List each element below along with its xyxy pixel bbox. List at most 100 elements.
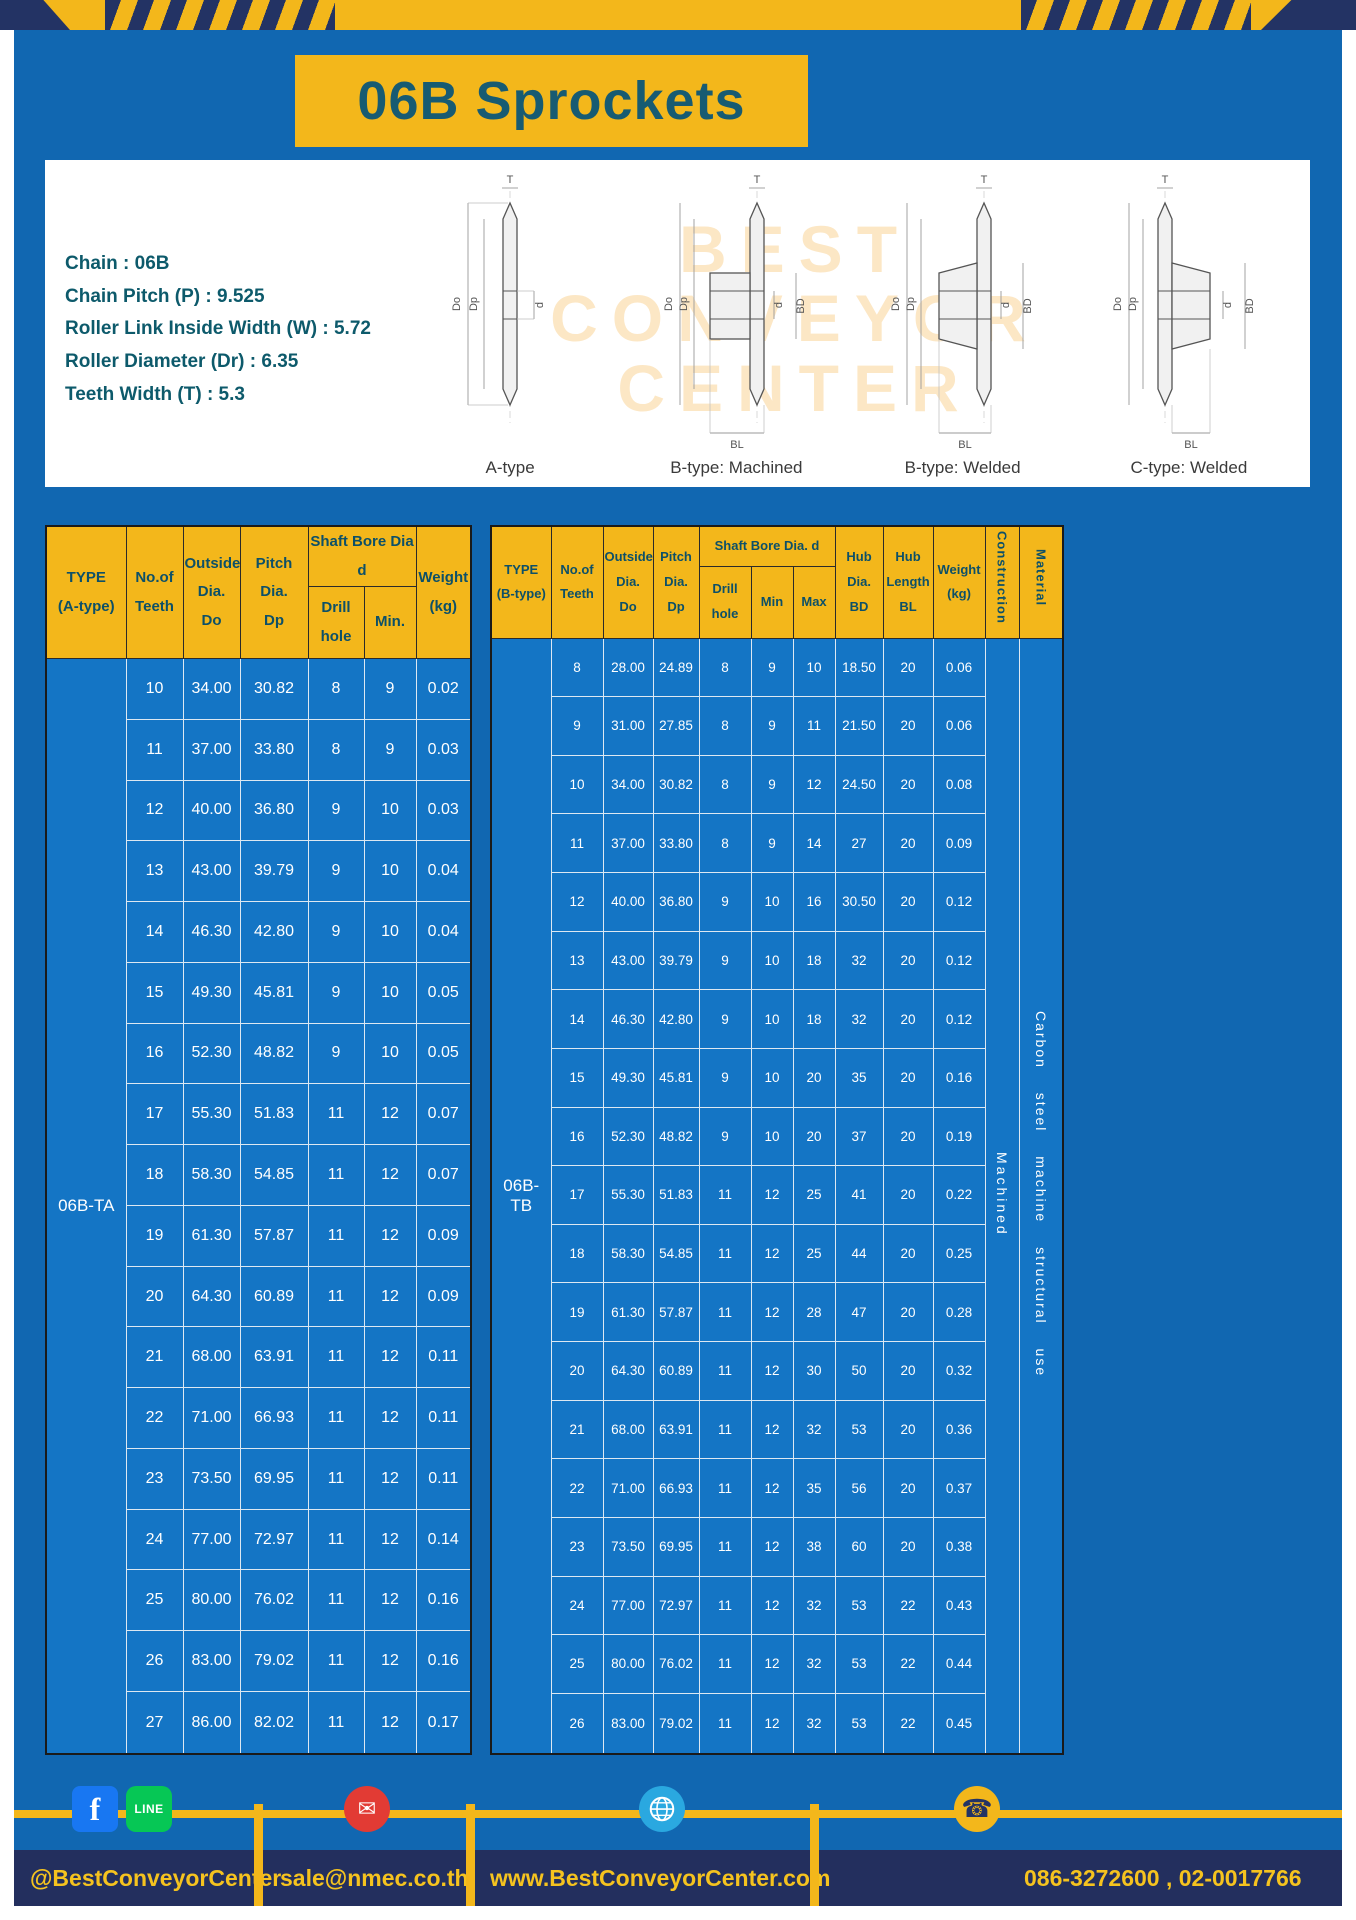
table-cell: 76.02 xyxy=(652,1634,700,1694)
drawing-b-type-machined: T Do Dp d BD xyxy=(623,168,849,482)
table-cell: 49.30 xyxy=(182,961,241,1024)
table-cell: 46.30 xyxy=(182,901,241,963)
watermark-line: CENTER xyxy=(617,350,973,425)
table-cell: 34.00 xyxy=(182,658,241,720)
table-cell: 73.50 xyxy=(182,1447,241,1510)
table-cell: 11 xyxy=(698,1399,752,1460)
header-min-b: Min xyxy=(750,565,794,639)
table-cell: 12 xyxy=(363,1326,417,1389)
table-cell: 14 xyxy=(125,901,184,963)
table-cell: 66.93 xyxy=(652,1458,700,1518)
table-cell: 9 xyxy=(363,658,417,720)
table-cell: 42.80 xyxy=(239,901,309,963)
svg-text:Do: Do xyxy=(890,297,902,311)
table-cell: 15 xyxy=(550,1047,604,1108)
header-construction: Construction xyxy=(984,525,1020,639)
hazard-border-top xyxy=(0,0,1356,30)
table-cell: 20 xyxy=(882,1047,934,1108)
table-cell: 14 xyxy=(550,989,604,1049)
table-cell: 27 xyxy=(834,813,884,873)
svg-text:T: T xyxy=(507,174,514,186)
table-cell: 20 xyxy=(882,696,934,756)
table-cell: 11 xyxy=(307,1447,365,1510)
table-cell: 18 xyxy=(792,989,836,1049)
table-cell: 10 xyxy=(792,637,836,698)
table-cell: 30.82 xyxy=(239,658,309,720)
table-cell: 0.32 xyxy=(932,1341,986,1401)
table-cell: 11 xyxy=(792,696,836,756)
table-cell: 8 xyxy=(550,637,604,698)
b-type-welded-diagram: T Do Dp d BD xyxy=(890,174,1034,451)
table-cell: 0.03 xyxy=(415,779,472,842)
table-cell: 12 xyxy=(363,1630,417,1693)
table-cell: 20 xyxy=(882,1223,934,1284)
svg-text:BD: BD xyxy=(795,298,807,313)
table-cell: 83.00 xyxy=(182,1630,241,1693)
table-cell: 48.82 xyxy=(239,1022,309,1085)
caption-b-type-machined: B-type: Machined xyxy=(670,458,803,477)
table-cell: 12 xyxy=(363,1387,417,1449)
table-cell: 82.02 xyxy=(239,1691,309,1755)
table-cell: 9 xyxy=(550,696,604,756)
table-cell: 10 xyxy=(363,961,417,1024)
table-cell: 9 xyxy=(750,813,794,873)
table-cell: 9 xyxy=(307,1022,365,1085)
table-cell: 69.95 xyxy=(239,1447,309,1510)
table-cell: 12 xyxy=(363,1691,417,1755)
table-cell: 9 xyxy=(307,901,365,963)
table-cell: 9 xyxy=(750,637,794,698)
svg-text:T: T xyxy=(754,174,761,186)
table-cell: 11 xyxy=(307,1387,365,1449)
table-cell: 80.00 xyxy=(602,1634,654,1694)
content-frame: 06B Sprockets BEST CONVEYOR CENTER Chain… xyxy=(14,30,1342,1906)
table-cell: 12 xyxy=(750,1282,794,1342)
table-cell: 60.89 xyxy=(239,1265,309,1328)
table-cell: 52.30 xyxy=(602,1106,654,1167)
table-cell: 0.04 xyxy=(415,901,472,963)
svg-text:d: d xyxy=(534,302,546,308)
tables-section: TYPE (A-type) No.of Teeth Outside Dia. D… xyxy=(45,525,1065,1755)
table-cell: 11 xyxy=(698,1282,752,1342)
table-cell: 8 xyxy=(698,754,752,815)
facebook-icon: f xyxy=(72,1786,118,1832)
table-cell: 72.97 xyxy=(239,1508,309,1571)
hazard-corner-right xyxy=(1261,0,1356,30)
table-cell: 46.30 xyxy=(602,989,654,1049)
table-cell: 0.11 xyxy=(415,1447,472,1510)
footer-website: www.BestConveyorCenter.com xyxy=(490,1865,831,1891)
footer-phone-numbers: 086-3272600 , 02-0017766 xyxy=(1024,1865,1302,1891)
table-cell: 12 xyxy=(363,1083,417,1146)
table-cell: 0.12 xyxy=(932,872,986,932)
table-cell: 8 xyxy=(307,718,365,781)
table-cell: 12 xyxy=(750,1399,794,1460)
table-cell: 24 xyxy=(125,1508,184,1571)
table-cell: 20 xyxy=(882,813,934,873)
table-cell: 0.11 xyxy=(415,1326,472,1389)
table-cell: 71.00 xyxy=(602,1458,654,1518)
type-value-b: 06B-TB xyxy=(490,637,552,1755)
table-cell: 9 xyxy=(698,1047,752,1108)
table-cell: 23 xyxy=(550,1516,604,1577)
footer: f LINE ✉ ☎ @BestConveyorCenter sale@nmec… xyxy=(14,1778,1342,1906)
table-cell: 45.81 xyxy=(239,961,309,1024)
table-cell: 36.80 xyxy=(652,872,700,932)
table-cell: 10 xyxy=(363,840,417,903)
table-cell: 20 xyxy=(882,1341,934,1401)
table-cell: 10 xyxy=(750,1106,794,1167)
table-cell: 0.12 xyxy=(932,989,986,1049)
table-cell: 20 xyxy=(882,1458,934,1518)
table-cell: 0.38 xyxy=(932,1516,986,1577)
table-cell: 10 xyxy=(750,930,794,991)
table-cell: 21.50 xyxy=(834,696,884,756)
table-cell: 17 xyxy=(550,1165,604,1225)
table-cell: 66.93 xyxy=(239,1387,309,1449)
table-cell: 20 xyxy=(882,1399,934,1460)
email-icon: ✉ xyxy=(344,1786,390,1832)
table-cell: 48.82 xyxy=(652,1106,700,1167)
table-cell: 24.89 xyxy=(652,637,700,698)
svg-text:BL: BL xyxy=(958,439,971,451)
table-cell: 9 xyxy=(307,779,365,842)
header-type-a: TYPE (A-type) xyxy=(45,525,127,659)
table-a-type: TYPE (A-type) No.of Teeth Outside Dia. D… xyxy=(45,525,472,1755)
table-cell: 38 xyxy=(792,1516,836,1577)
